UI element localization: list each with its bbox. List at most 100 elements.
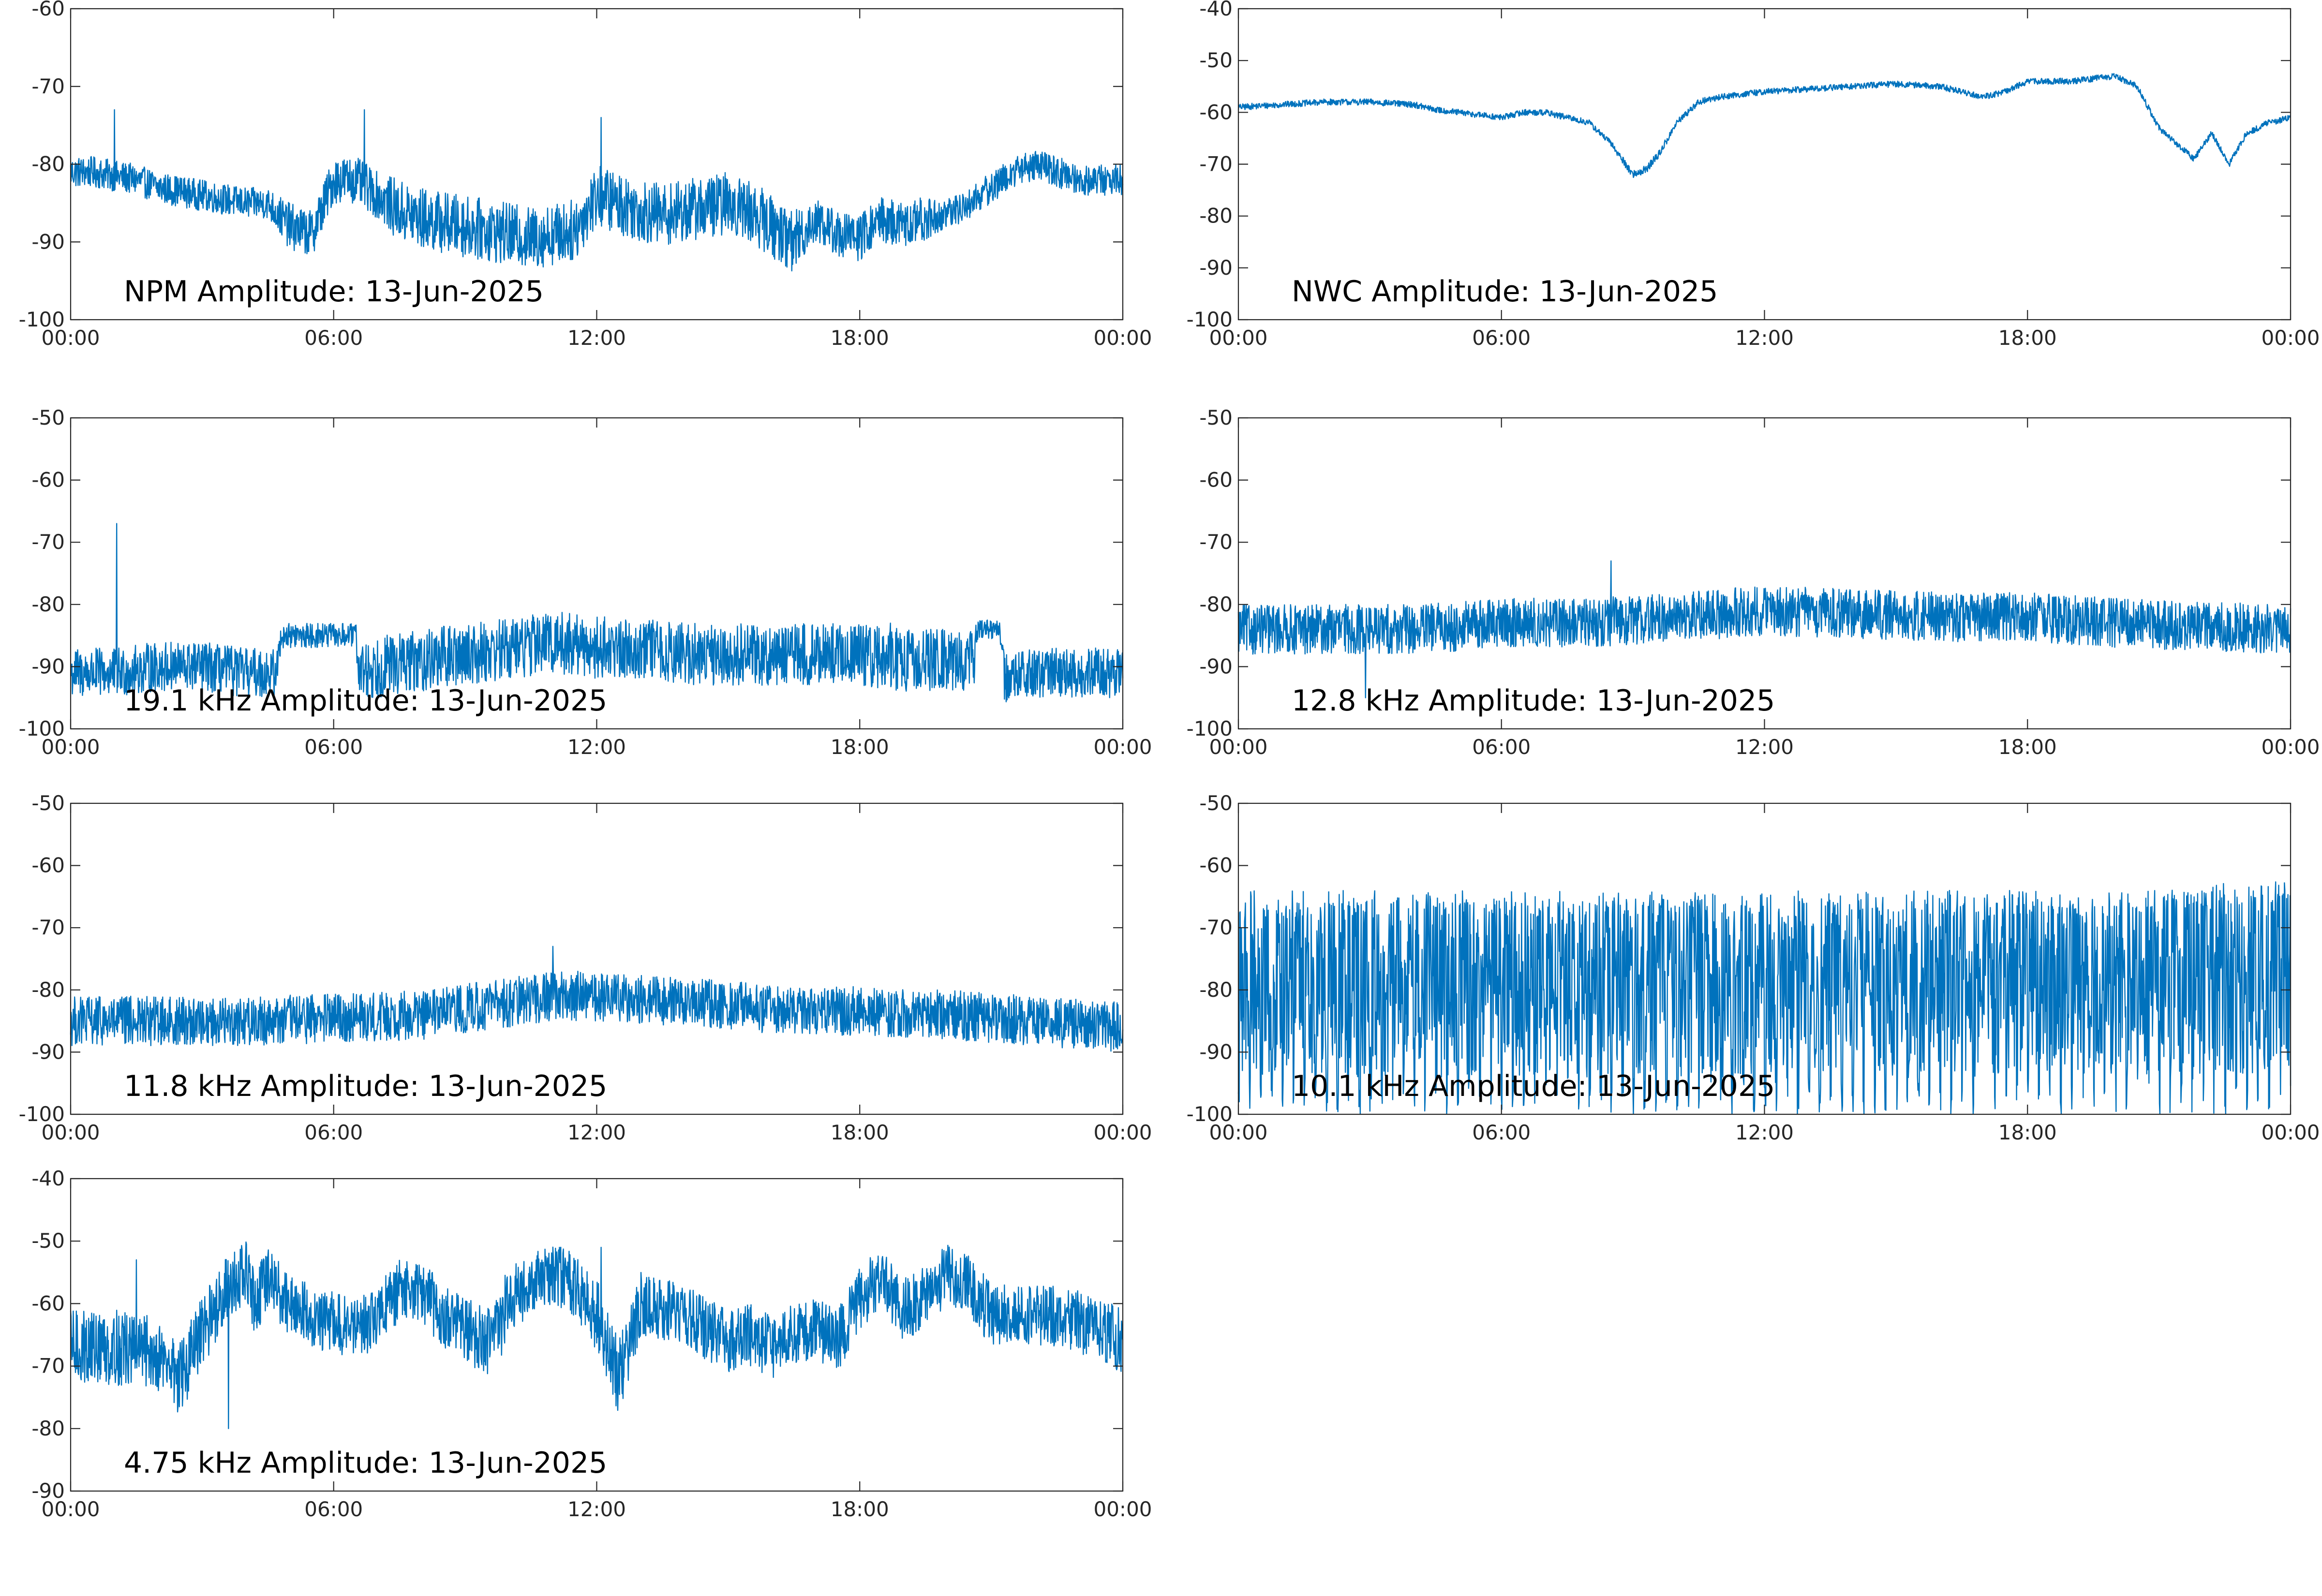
y-tick-label: -70 [31,1354,65,1378]
x-tick-label: 18:00 [831,1121,889,1144]
y-tick-label: -50 [1199,791,1233,815]
chart-title: NPM Amplitude: 13-Jun-2025 [124,275,544,309]
y-tick-label: -70 [31,916,65,939]
x-tick-label: 18:00 [831,1497,889,1521]
x-tick-label: 12:00 [567,326,626,350]
y-tick-label: -70 [1199,152,1233,176]
chart-title: 11.8 kHz Amplitude: 13-Jun-2025 [124,1069,607,1103]
y-tick-label: -60 [31,854,65,877]
y-tick-label: -90 [31,654,65,678]
series-line [1237,881,2292,1115]
x-tick-label: 00:00 [1209,1121,1267,1144]
y-tick-label: -60 [31,468,65,492]
chart-title: 12.8 kHz Amplitude: 13-Jun-2025 [1292,684,1775,718]
y-tick-label: -50 [31,406,65,429]
chart-title: 10.1 kHz Amplitude: 13-Jun-2025 [1292,1069,1775,1103]
y-tick-label: -60 [31,1291,65,1315]
y-tick-label: -100 [19,1102,65,1126]
y-tick-label: -90 [31,1040,65,1064]
x-tick-label: 00:00 [1093,735,1152,759]
y-tick-label: -100 [19,717,65,740]
y-tick-label: -70 [31,530,65,554]
x-tick-label: 00:00 [41,735,100,759]
x-tick-label: 06:00 [304,1121,363,1144]
y-tick-label: -100 [1187,1102,1233,1126]
series-line [70,946,1124,1052]
y-tick-label: -90 [1199,1040,1233,1064]
x-tick-label: 18:00 [831,326,889,350]
y-tick-label: -100 [1187,717,1233,740]
x-tick-label: 18:00 [831,735,889,759]
x-tick-label: 18:00 [1998,1121,2057,1144]
x-tick-label: 06:00 [304,735,363,759]
y-tick-label: -60 [1199,854,1233,877]
x-tick-label: 12:00 [1735,735,1794,759]
x-tick-label: 12:00 [567,735,626,759]
y-tick-label: -50 [31,791,65,815]
y-tick-label: -90 [1199,256,1233,280]
x-tick-label: 12:00 [567,1121,626,1144]
y-tick-label: -100 [19,308,65,331]
y-tick-label: -70 [1199,916,1233,939]
y-tick-label: -80 [31,152,65,176]
y-tick-label: -70 [31,74,65,98]
y-tick-label: -50 [1199,48,1233,72]
x-tick-label: 12:00 [1735,326,1794,350]
y-tick-label: -80 [1199,978,1233,1002]
x-tick-label: 00:00 [1093,326,1152,350]
y-tick-label: -80 [1199,204,1233,228]
x-tick-label: 00:00 [1093,1121,1152,1144]
series-line [1237,73,2292,178]
x-tick-label: 06:00 [1472,735,1531,759]
x-tick-label: 00:00 [41,1497,100,1521]
x-tick-label: 06:00 [304,326,363,350]
y-tick-label: -50 [1199,406,1233,429]
x-tick-label: 00:00 [41,326,100,350]
y-tick-label: -90 [31,230,65,253]
series-line [1237,560,2292,698]
x-tick-label: 06:00 [1472,326,1531,350]
x-tick-label: 06:00 [304,1497,363,1521]
y-tick-label: -80 [31,978,65,1002]
x-tick-label: 00:00 [1209,326,1267,350]
x-tick-label: 00:00 [2261,1121,2320,1144]
y-tick-label: -90 [1199,654,1233,678]
y-tick-label: -70 [1199,530,1233,554]
y-tick-label: -60 [31,0,65,20]
y-tick-label: -40 [31,1167,65,1190]
x-tick-label: 00:00 [1093,1497,1152,1521]
x-tick-label: 12:00 [567,1497,626,1521]
y-tick-label: -80 [31,592,65,616]
x-tick-label: 00:00 [41,1121,100,1144]
x-tick-label: 06:00 [1472,1121,1531,1144]
series-line [70,523,1124,703]
y-tick-label: -80 [1199,592,1233,616]
x-tick-label: 00:00 [2261,735,2320,759]
x-tick-label: 18:00 [1998,326,2057,350]
y-tick-label: -100 [1187,308,1233,331]
y-tick-label: -40 [1199,0,1233,20]
chart-title: 4.75 kHz Amplitude: 13-Jun-2025 [124,1446,607,1480]
series-line [70,109,1124,272]
chart-title: 19.1 kHz Amplitude: 13-Jun-2025 [124,684,607,718]
x-tick-label: 12:00 [1735,1121,1794,1144]
y-tick-label: -60 [1199,100,1233,124]
y-tick-label: -60 [1199,468,1233,492]
chart-title: NWC Amplitude: 13-Jun-2025 [1292,275,1718,309]
x-tick-label: 00:00 [1209,735,1267,759]
y-tick-label: -90 [31,1479,65,1503]
x-tick-label: 00:00 [2261,326,2320,350]
x-tick-label: 18:00 [1998,735,2057,759]
y-tick-label: -50 [31,1229,65,1253]
series-line [70,1241,1124,1430]
y-tick-label: -80 [31,1417,65,1440]
